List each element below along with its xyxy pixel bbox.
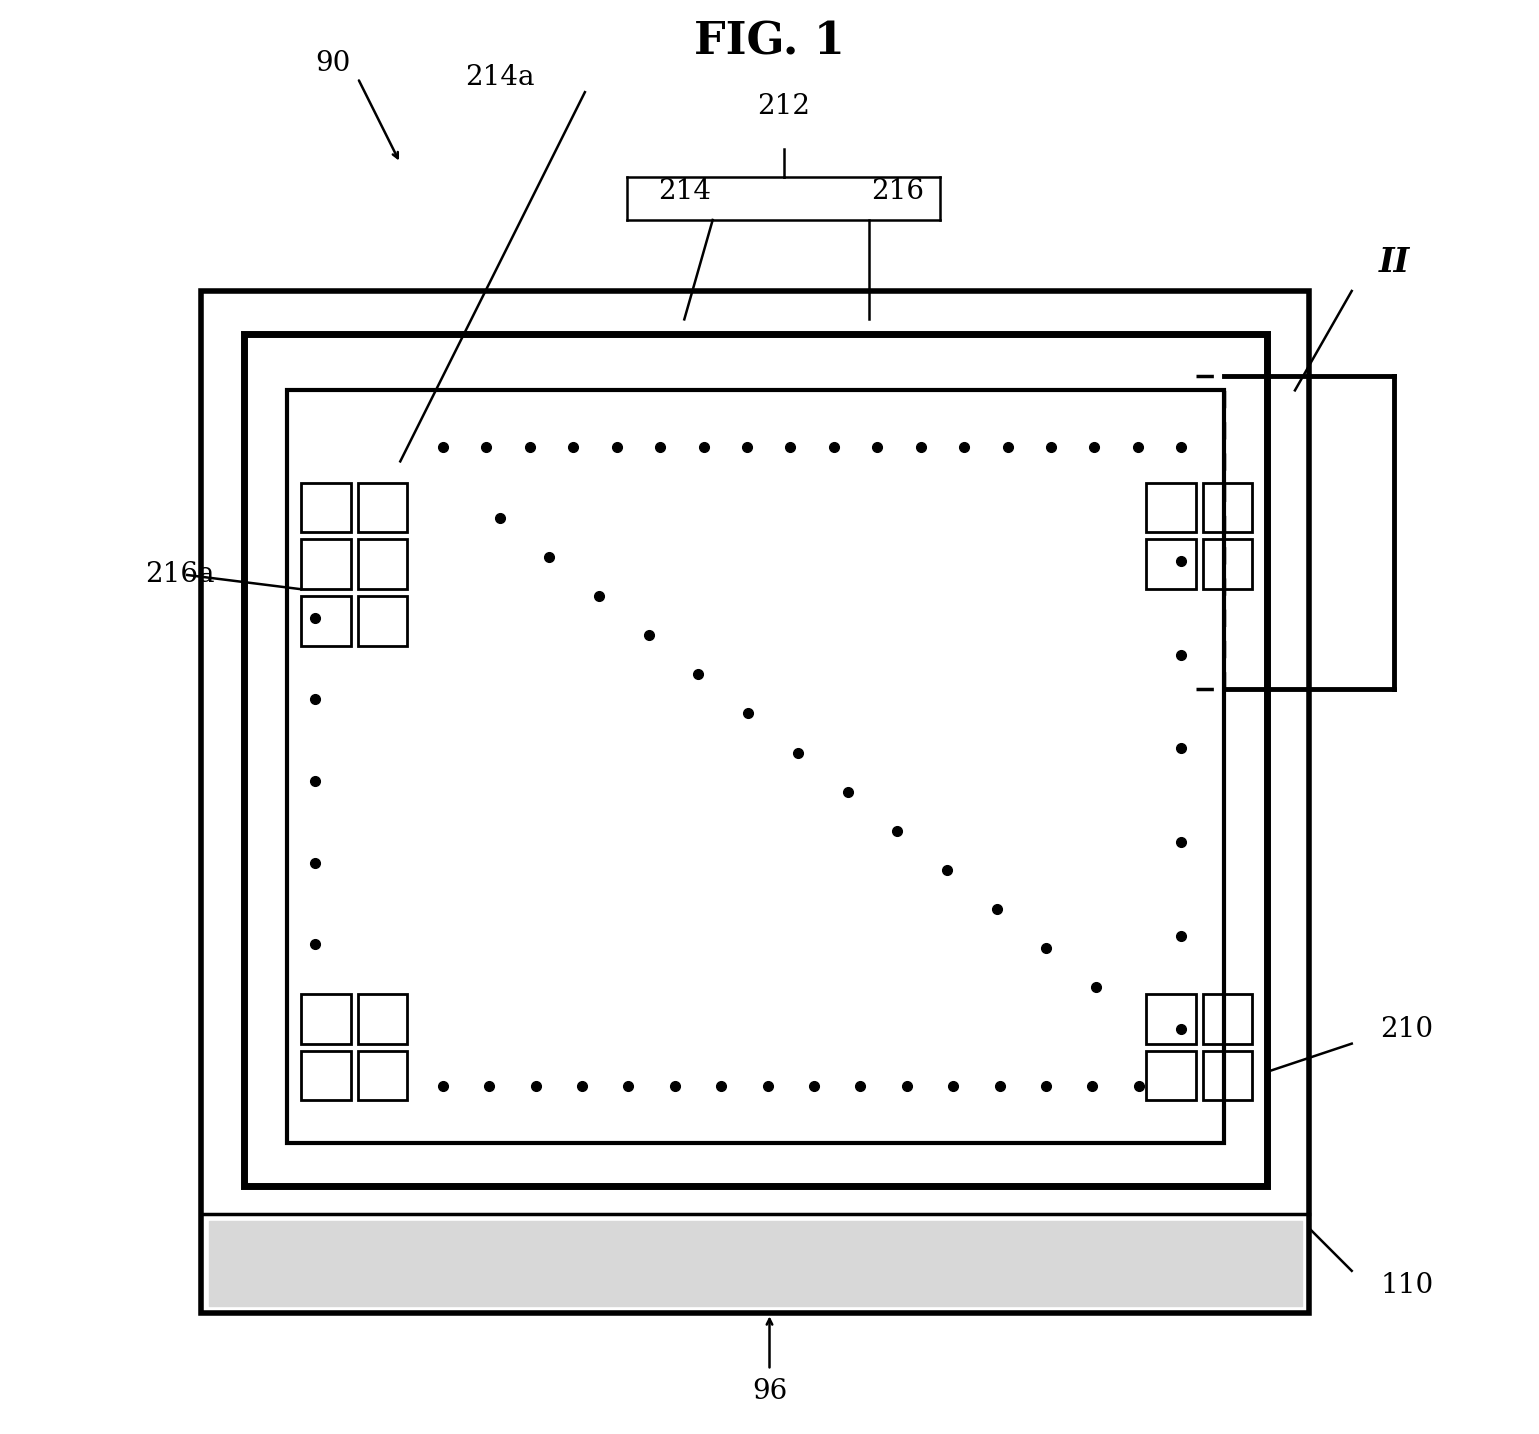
- Text: 96: 96: [753, 1378, 786, 1405]
- Bar: [300, 1051, 351, 1100]
- Text: 110: 110: [1380, 1272, 1433, 1299]
- Bar: [357, 483, 408, 532]
- Text: 216a: 216a: [145, 562, 214, 588]
- Text: II: II: [1379, 247, 1410, 280]
- Text: 214: 214: [657, 178, 711, 205]
- Bar: [1202, 994, 1253, 1044]
- Text: FIG. 1: FIG. 1: [694, 22, 845, 65]
- Bar: [1147, 483, 1196, 532]
- Bar: [300, 483, 351, 532]
- Bar: [1202, 539, 1253, 589]
- Bar: [1147, 539, 1196, 589]
- Text: 90: 90: [315, 50, 351, 77]
- Bar: [245, 334, 1267, 1186]
- Bar: [1202, 1051, 1253, 1100]
- Bar: [300, 994, 351, 1044]
- Bar: [300, 539, 351, 589]
- Text: 214a: 214a: [465, 65, 534, 92]
- Bar: [357, 539, 408, 589]
- Bar: [357, 597, 408, 645]
- Bar: [1202, 483, 1253, 532]
- Text: 210: 210: [1380, 1015, 1433, 1043]
- Text: 212: 212: [757, 93, 810, 120]
- Text: 216: 216: [871, 178, 923, 205]
- Bar: [1147, 994, 1196, 1044]
- Bar: [357, 1051, 408, 1100]
- Bar: [202, 291, 1310, 1314]
- Bar: [1147, 1051, 1196, 1100]
- Bar: [300, 597, 351, 645]
- Bar: [357, 994, 408, 1044]
- Bar: [286, 390, 1224, 1143]
